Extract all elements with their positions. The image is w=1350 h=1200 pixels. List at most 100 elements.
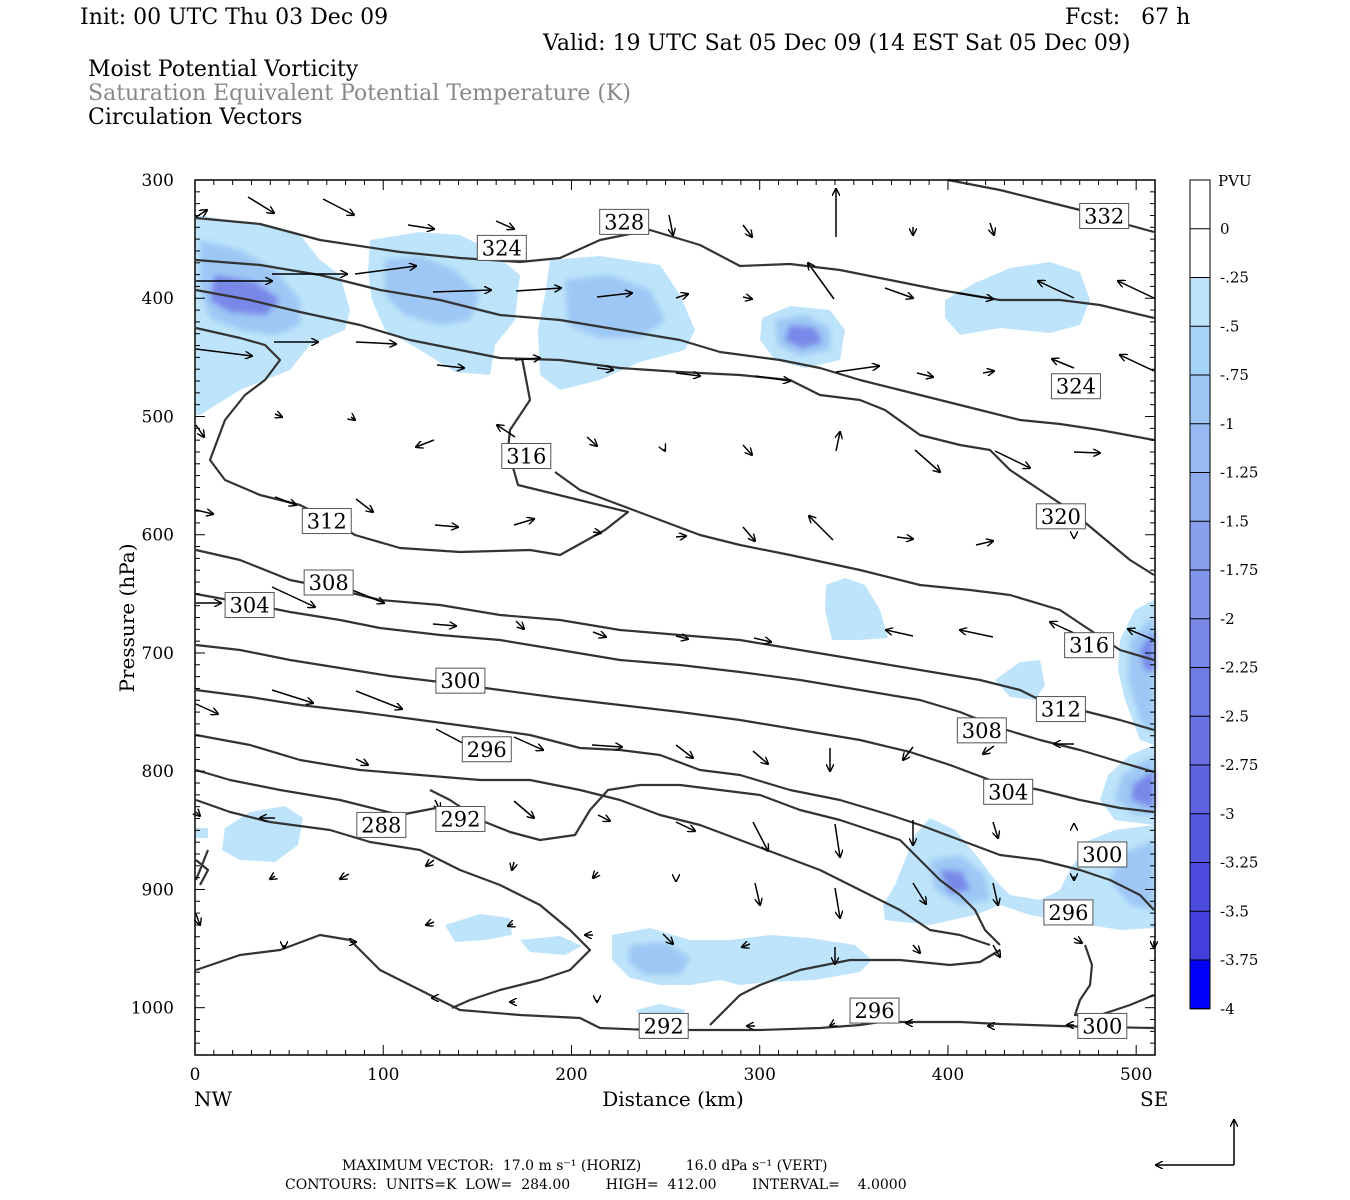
pv-region — [945, 262, 1090, 335]
vector-arrow — [808, 263, 835, 300]
vector-arrow — [513, 736, 543, 750]
x-tick-label: 200 — [555, 1065, 587, 1085]
colorbar-label: -4 — [1220, 1000, 1235, 1018]
vector-arrow — [675, 636, 688, 639]
vector-arrow — [1052, 359, 1075, 369]
vector-arrow — [247, 196, 274, 213]
contour-label-box — [983, 778, 1034, 805]
y-axis-label: Pressure (hPa) — [115, 544, 139, 693]
vector-arrow — [515, 288, 561, 291]
vector-arrow — [994, 450, 1030, 468]
contour-label-box — [1077, 841, 1128, 868]
vector-arrow — [593, 872, 598, 878]
field-title-mpv: Moist Potential Vorticity — [88, 57, 359, 82]
vector-arrow — [340, 874, 350, 879]
vector-arrow — [742, 526, 755, 541]
vector-arrow — [586, 436, 597, 446]
contour-label-box — [476, 234, 527, 261]
colorbar-swatch — [1190, 277, 1210, 327]
vector-arrow — [742, 944, 751, 947]
contour-labels: 328 332 324 324 316 320 312 308 304 316 300 312 308 2… — [224, 202, 1130, 1039]
contour-line-surface — [709, 944, 1155, 1026]
vector-arrow — [514, 358, 540, 360]
colorbar-label: -2.25 — [1220, 659, 1258, 677]
contour-line-328 — [195, 216, 1155, 320]
x-tick-label: 300 — [743, 1065, 775, 1085]
colorbar-swatch — [1190, 862, 1210, 912]
y-tick-label: 500 — [142, 407, 174, 427]
contour-label-box — [599, 208, 650, 235]
vector-arrow — [752, 821, 768, 851]
x-end-label-right: SE — [1140, 1087, 1168, 1111]
vector-arrow — [1073, 938, 1082, 943]
contour-label-box — [224, 591, 275, 618]
colorbar-swatch — [1190, 472, 1210, 522]
pv-region — [825, 578, 888, 640]
contour-label-box — [356, 811, 407, 838]
vector-arrow — [834, 887, 840, 918]
pv-region — [995, 660, 1045, 700]
colorbar-label: -1.5 — [1220, 512, 1249, 530]
x-tick-label: 400 — [932, 1065, 964, 1085]
pv-region — [445, 914, 512, 942]
contour-line-296 — [195, 733, 1001, 947]
contour-label-box — [1043, 899, 1094, 926]
x-tick-label: 500 — [1120, 1065, 1152, 1085]
contour-label: 300 — [1082, 1014, 1122, 1038]
vector-arrow — [196, 913, 200, 925]
contour-line-324 — [195, 258, 1155, 442]
colorbar-label: -3 — [1220, 805, 1235, 823]
vector-arrow — [195, 348, 252, 356]
colorbar-label: -.25 — [1220, 269, 1249, 287]
vector-arrow — [596, 293, 632, 297]
pv-core — [1132, 770, 1154, 808]
pv-shading — [196, 215, 1154, 1028]
vector-arrow — [664, 449, 665, 451]
contour-label: 324 — [1056, 375, 1096, 399]
circulation-vectors — [196, 189, 1154, 1026]
contour-label: 312 — [1041, 698, 1081, 722]
colorbar-swatch — [1190, 911, 1210, 961]
vector-arrow — [662, 933, 673, 944]
vector-arrow — [809, 516, 834, 541]
vector-arrow — [515, 620, 524, 629]
vector-arrow — [992, 882, 998, 905]
pv-core — [210, 275, 280, 315]
contour-label-box — [1035, 696, 1086, 723]
vector-arrow — [983, 745, 995, 754]
vector-arrow — [835, 366, 879, 373]
vector-arrow — [675, 294, 688, 298]
colorbar-label: -3.5 — [1220, 902, 1249, 920]
vector-arrow — [271, 586, 315, 607]
vector-arrow — [753, 638, 771, 642]
y-tick-labels: 300 400 500 600 700 800 900 1000 — [131, 171, 174, 1019]
colorbar-swatch — [1190, 618, 1210, 668]
vector-arrow — [271, 689, 313, 703]
vector-arrow — [752, 750, 768, 764]
colorbar-swatch — [1190, 960, 1210, 1010]
x-axis-label: Distance (km) — [602, 1087, 744, 1111]
contour-label-box — [303, 569, 354, 596]
pv-core — [785, 325, 822, 348]
pv-region — [520, 936, 582, 955]
field-title-vectors: Circulation Vectors — [88, 105, 303, 130]
vector-arrow — [355, 759, 368, 765]
vector-arrow — [884, 287, 913, 298]
colorbar-swatch — [1190, 667, 1210, 717]
vector-arrow — [669, 214, 673, 235]
vector-arrow — [834, 823, 840, 857]
vector-arrow — [896, 537, 913, 539]
vector-arrow — [512, 861, 514, 870]
colorbar-label: 0 — [1220, 220, 1230, 238]
vector-arrow — [830, 1023, 835, 1026]
vector-arrow — [982, 371, 994, 373]
contour-label: 292 — [440, 808, 480, 832]
vector-arrow — [355, 498, 373, 512]
vector-arrow — [351, 417, 355, 420]
max-vector-note: MAXIMUM VECTOR: 17.0 m s⁻¹ (HORIZ) 16.0 … — [342, 1158, 828, 1174]
vector-arrow — [1118, 281, 1155, 299]
vector-arrow — [508, 924, 513, 926]
vector-arrow — [322, 198, 354, 215]
vector-arrow — [591, 745, 622, 747]
